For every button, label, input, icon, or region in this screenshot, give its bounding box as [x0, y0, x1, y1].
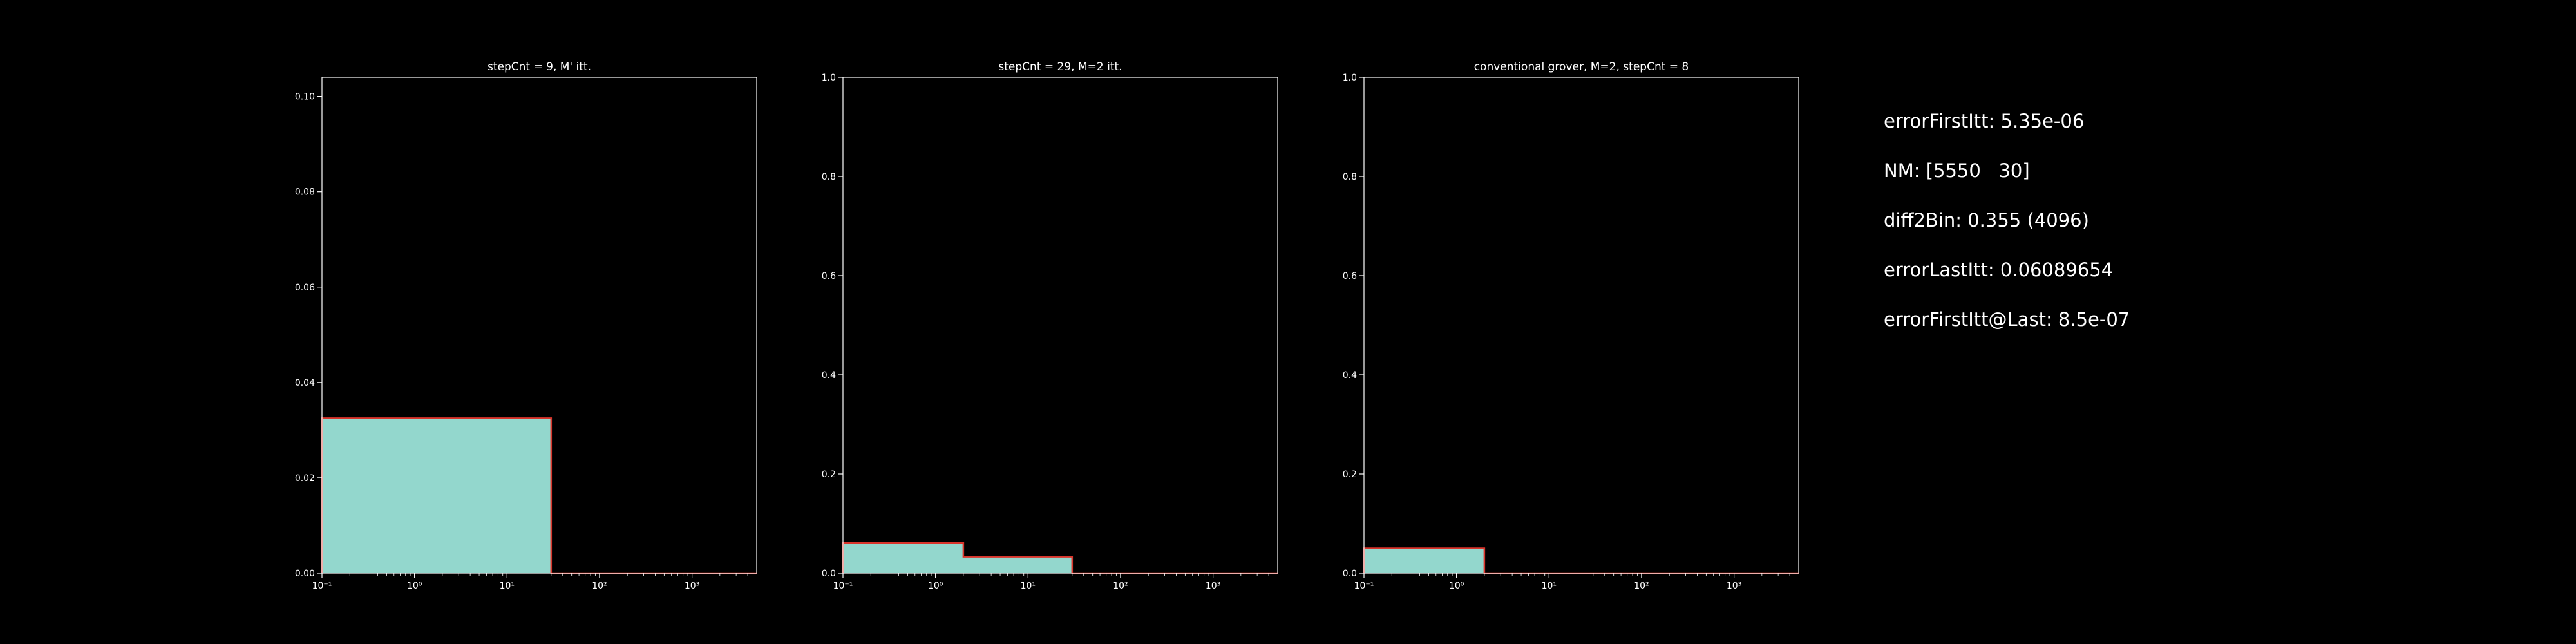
chart-title: stepCnt = 9, M' itt.: [488, 61, 591, 73]
y-tick-label: 0.8: [1343, 172, 1357, 182]
axes-frame: [1363, 77, 1799, 574]
y-tick-label: 0.8: [822, 172, 836, 182]
y-tick-label: 0.08: [295, 187, 315, 198]
y-tick-label: 0.00: [295, 569, 315, 579]
y-tick-label: 0.2: [822, 469, 836, 480]
x-tick-label: 10⁰: [407, 581, 422, 591]
histogram-bar-2: [963, 556, 1072, 573]
y-tick-label: 0.6: [1343, 271, 1357, 281]
bars: [322, 418, 551, 573]
y-tick-label: 0.10: [295, 92, 315, 102]
error-first-itt-at-last-text: errorFirstItt@Last: 8.5e-07: [1884, 308, 2130, 330]
axes-frame: [321, 77, 757, 574]
histogram-bar-1: [843, 543, 963, 573]
x-tick-label: 10²: [592, 581, 607, 591]
x-tick-label: 10²: [1113, 581, 1128, 591]
bars: [1364, 548, 1484, 573]
x-tick-label: 10⁰: [1449, 581, 1464, 591]
nm-text: NM: [5550 30]: [1884, 160, 2030, 182]
y-tick-label: 1.0: [822, 73, 836, 83]
y-tick-label: 0.6: [822, 271, 836, 281]
x-tick-label: 10³: [1206, 581, 1220, 591]
y-tick-label: 0.02: [295, 473, 315, 484]
y-tick-label: 1.0: [1343, 73, 1357, 83]
chart-title: stepCnt = 29, M=2 itt.: [998, 61, 1122, 73]
chart-panel-2: stepCnt = 29, M=2 itt. 0.0 0.2 0.4 0.6 0.8 1.0…: [822, 61, 1278, 591]
diff2bin-text: diff2Bin: 0.355 (4096): [1884, 209, 2089, 231]
histogram-bar-1: [322, 418, 551, 573]
y-tick-label: 0.4: [1343, 370, 1357, 381]
y-tick-label: 0.4: [822, 370, 836, 381]
y-tick-label: 0.06: [295, 283, 315, 293]
chart-panel-3: conventional grover, M=2, stepCnt = 8 0.0…: [1343, 61, 1799, 591]
bars: [843, 543, 1072, 573]
y-tick-label: 0.04: [295, 378, 315, 388]
error-last-itt-text: errorLastItt: 0.06089654: [1884, 259, 2114, 281]
error-first-itt-text: errorFirstItt: 5.35e-06: [1884, 110, 2085, 132]
chart-title: conventional grover, M=2, stepCnt = 8: [1474, 61, 1689, 73]
x-tick-label: 10¹: [500, 581, 515, 591]
info-panel: errorFirstItt: 5.35e-06 NM: [5550 30] di…: [1884, 108, 2130, 356]
x-tick-label: 10¹: [1542, 581, 1557, 591]
y-tick-label: 0.0: [1343, 569, 1357, 579]
x-tick-label: 10²: [1634, 581, 1649, 591]
y-tick-label: 0.2: [1343, 469, 1357, 480]
x-tick-label: 10⁻¹: [1354, 581, 1374, 591]
axes-frame: [842, 77, 1278, 574]
x-tick-label: 10⁰: [928, 581, 943, 591]
chart-panel-1: stepCnt = 9, M' itt. 0.00 0.02 0.04 0.06 0.08…: [295, 61, 757, 591]
x-tick-label: 10¹: [1021, 581, 1036, 591]
x-tick-label: 10³: [685, 581, 699, 591]
x-tick-label: 10³: [1727, 581, 1741, 591]
x-tick-label: 10⁻¹: [312, 581, 332, 591]
y-tick-label: 0.0: [822, 569, 836, 579]
x-tick-label: 10⁻¹: [833, 581, 853, 591]
histogram-bar-1: [1364, 548, 1484, 573]
